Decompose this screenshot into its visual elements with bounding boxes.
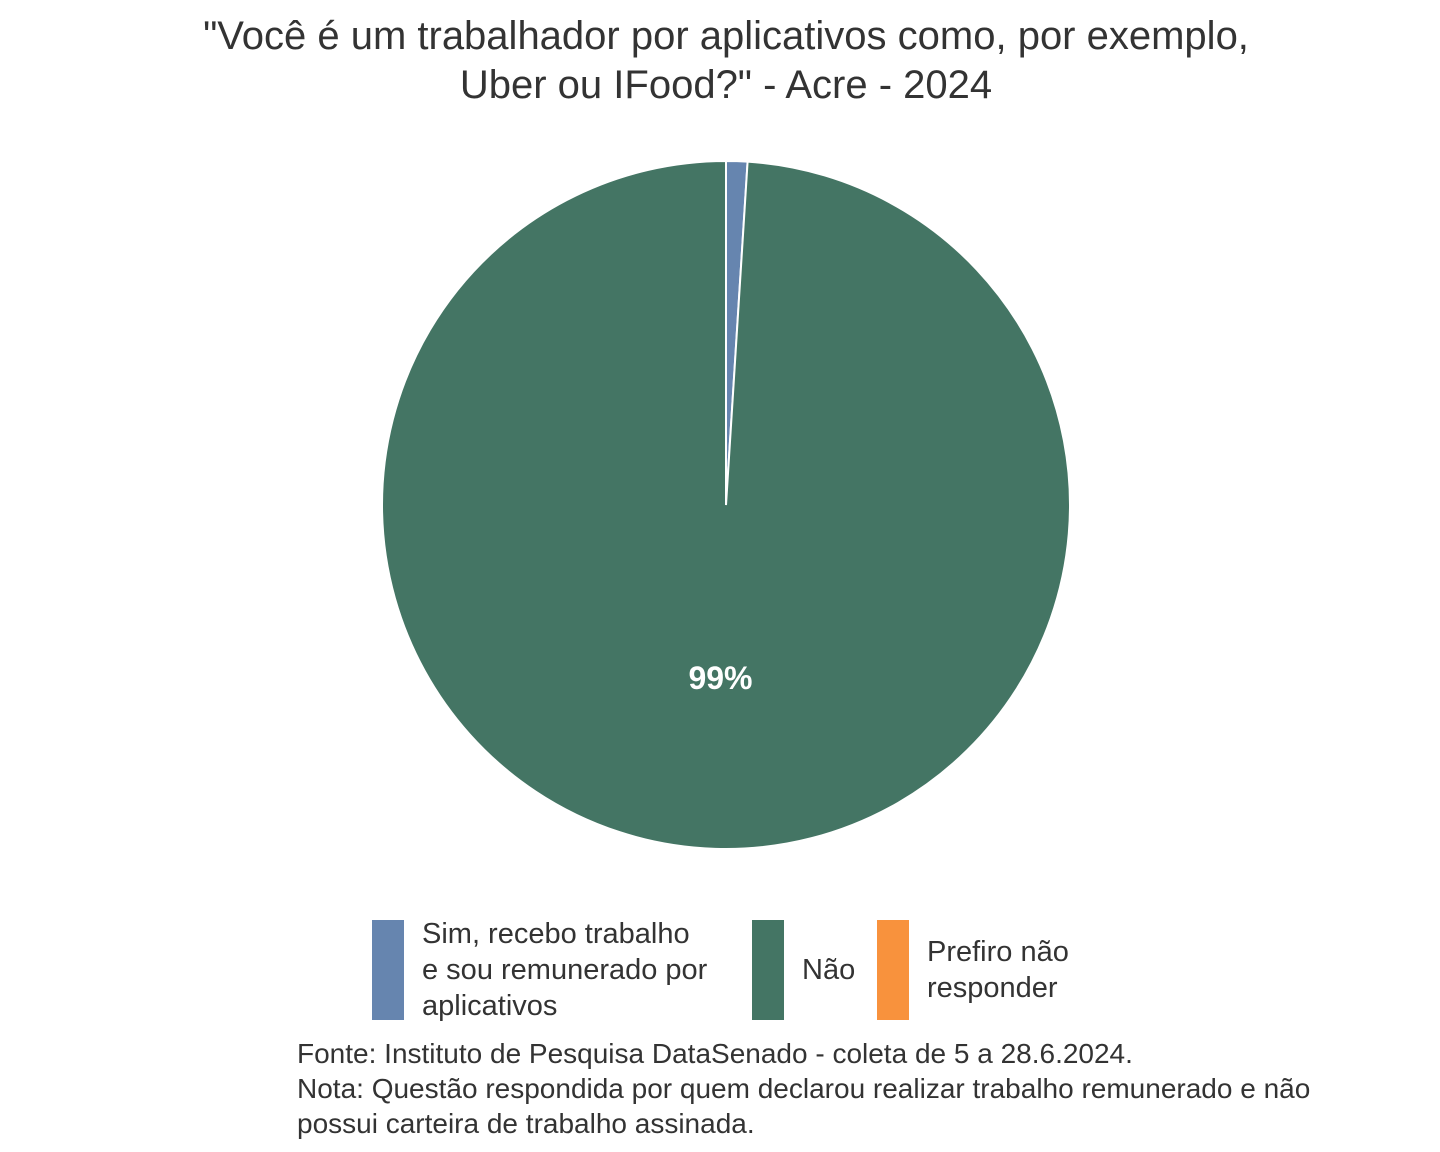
chart-caption: Fonte: Instituto de Pesquisa DataSenado … xyxy=(297,1036,1310,1141)
legend-label-line: Não xyxy=(802,954,856,986)
legend-label-line: aplicativos xyxy=(422,990,558,1022)
legend-item-prefiro: Prefiro não responder xyxy=(877,920,1069,1020)
legend-key-prefiro xyxy=(877,920,909,1020)
legend-label-nao: Não xyxy=(802,952,855,988)
legend: Sim, recebo trabalho e sou remunerado po… xyxy=(0,918,1440,1030)
pie-slice-1 xyxy=(381,159,1071,850)
caption-line: possui carteira de trabalho assinada. xyxy=(297,1108,755,1139)
caption-line: Fonte: Instituto de Pesquisa DataSenado … xyxy=(297,1038,1133,1069)
pie-data-labels: 99% xyxy=(688,660,752,696)
chart-title-line: "Você é um trabalhador por aplicativos c… xyxy=(203,14,1249,58)
legend-item-sim: Sim, recebo trabalho e sou remunerado po… xyxy=(372,918,707,1022)
pie-data-label-1: 99% xyxy=(688,660,752,696)
chart-title-line: Uber ou IFood?" - Acre - 2024 xyxy=(459,63,993,107)
pie-slices xyxy=(381,159,1071,850)
legend-label-line: Prefiro não xyxy=(927,936,1069,968)
legend-label-line: e sou remunerado por xyxy=(422,954,708,986)
legend-key-sim xyxy=(372,920,404,1020)
caption-line: Nota: Questão respondida por quem declar… xyxy=(297,1073,1311,1104)
legend-label-sim: Sim, recebo trabalho e sou remunerado po… xyxy=(422,916,707,1024)
legend-label-line: responder xyxy=(927,972,1058,1004)
legend-key-nao xyxy=(752,920,784,1020)
legend-label-prefiro: Prefiro não responder xyxy=(927,934,1069,1006)
legend-item-nao: Não xyxy=(752,920,855,1020)
chart-title: "Você é um trabalhador por aplicativos c… xyxy=(0,12,1440,110)
pie-chart: 99% xyxy=(381,159,1071,850)
legend-label-line: Sim, recebo trabalho xyxy=(422,918,690,950)
